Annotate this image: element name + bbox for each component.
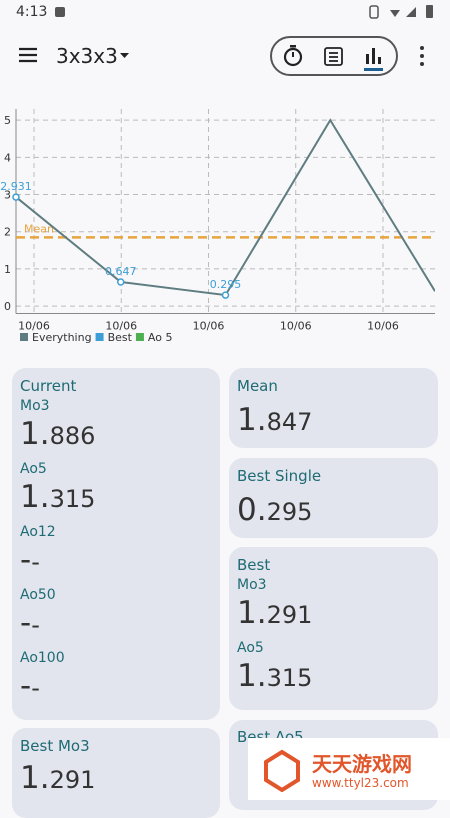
mean-card: Mean 1.847 <box>229 368 438 448</box>
y-tick-label: 3 <box>4 189 11 202</box>
list-tab[interactable] <box>324 47 343 66</box>
legend-label: Ao 5 <box>148 331 173 344</box>
stats-tab[interactable] <box>364 48 383 71</box>
data-label: 2.931 <box>0 180 32 193</box>
mean-label: Mean <box>24 222 54 235</box>
y-tick-label: 1 <box>4 263 11 276</box>
y-tick-label: 2 <box>4 226 11 239</box>
x-tick-label: 10/06 <box>280 320 312 333</box>
current-card: Current Mo3 1.886 Ao5 1.315 Ao12 -- Ao50 -- Ao10… <box>12 368 220 720</box>
menu-button[interactable] <box>19 47 37 63</box>
stat-label: Ao50 <box>20 587 56 603</box>
puzzle-title[interactable]: 3x3x3 <box>56 44 118 68</box>
data-label: 0.295 <box>210 278 242 291</box>
x-tick-label: 10/06 <box>105 320 137 333</box>
legend-swatch <box>135 333 144 341</box>
data-point <box>221 291 230 299</box>
y-tick-label: 5 <box>4 114 11 127</box>
overflow-menu[interactable] <box>420 46 424 66</box>
data-point <box>12 193 20 201</box>
legend-swatch <box>20 333 28 341</box>
stat-value: -- <box>20 542 40 578</box>
toolbar-icons <box>19 5 433 76</box>
view-switch <box>270 36 398 76</box>
stat-label: Ao12 <box>20 524 56 540</box>
stat-value: -- <box>20 668 40 704</box>
x-tick-label: 10/06 <box>193 320 225 333</box>
stat-value: 1.315 <box>237 658 313 694</box>
card-title: Best <box>237 556 271 574</box>
watermark: 天天游戏网 www.ttyl23.com <box>248 738 450 800</box>
stat-label: Mo3 <box>20 398 50 414</box>
status-time: 4:13 <box>16 4 48 20</box>
stat-label: Mo3 <box>237 577 267 593</box>
best-single-card: Best Single 0.295 <box>229 458 438 538</box>
stat-label: Ao5 <box>237 640 264 656</box>
legend-swatch <box>95 333 104 341</box>
watermark-name: 天天游戏网 <box>312 752 412 776</box>
stat-value: -- <box>20 605 40 641</box>
stat-value: 1.291 <box>20 760 96 796</box>
chart: 0 1 2 3 4 5 10/06 10/06 10/06 10/06 10/06 Mean 2.931… <box>0 109 435 344</box>
watermark-url: www.ttyl23.com <box>312 776 409 790</box>
legend-label: Best <box>108 331 133 344</box>
card-title: Best Single <box>237 467 322 485</box>
best-mo3-card: Best Mo3 1.291 <box>12 728 220 818</box>
data-label: 0.647 <box>105 265 137 278</box>
y-tick-label: 4 <box>4 151 11 164</box>
y-tick-label: 0 <box>4 300 11 313</box>
screen: {"status_bar": {"time": "4:13"}, "toolba… <box>0 4 450 818</box>
timer-tab[interactable] <box>283 45 303 67</box>
stat-value: 1.886 <box>20 416 96 452</box>
data-point <box>117 278 125 286</box>
stat-label: Ao5 <box>20 461 47 477</box>
x-tick-label: 10/06 <box>367 320 399 333</box>
stat-value: 1.291 <box>237 595 313 631</box>
status-icons <box>55 5 433 19</box>
stat-label: Ao100 <box>20 650 65 666</box>
card-title: Best Mo3 <box>20 737 90 755</box>
stat-value: 1.315 <box>20 479 96 515</box>
x-tick-label: 10/06 <box>18 320 50 333</box>
best-card: Best Mo3 1.291 Ao5 1.315 <box>229 547 438 710</box>
stat-value: 0.295 <box>237 492 313 528</box>
card-title: Current <box>20 377 77 395</box>
legend-label: Everything <box>32 331 92 344</box>
card-title: Mean <box>237 377 278 395</box>
stat-value: 1.847 <box>237 402 313 438</box>
watermark-logo <box>264 749 300 792</box>
dropdown-arrow[interactable] <box>120 53 129 58</box>
